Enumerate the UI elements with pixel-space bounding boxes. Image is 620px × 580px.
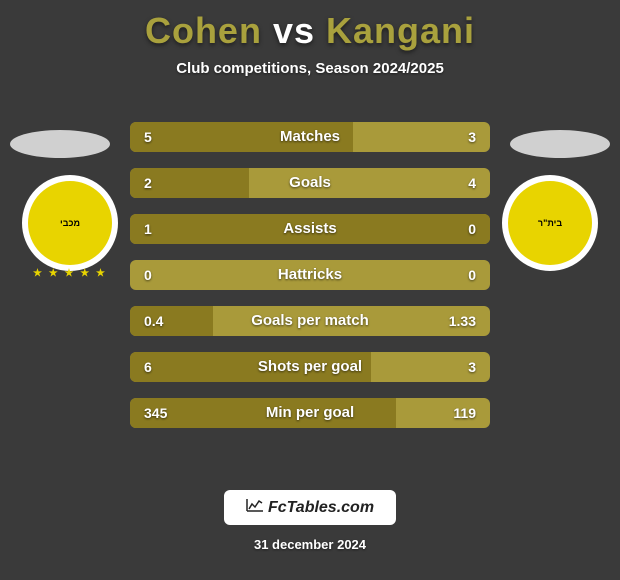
stat-bar: 6Shots per goal3 [130,352,490,382]
stat-bar: 1Assists0 [130,214,490,244]
logo-text: FcTables.com [268,499,374,516]
badge-text-right: בית"ר [538,218,562,228]
subtitle: Club competitions, Season 2024/2025 [0,60,620,77]
stat-value-right: 119 [453,398,476,428]
stat-bar: 0Hattricks0 [130,260,490,290]
footer: FcTables.com [0,490,620,525]
stat-value-right: 0 [468,214,476,244]
stat-label: Min per goal [130,398,490,428]
stat-label: Matches [130,122,490,152]
player1-name: Cohen [145,10,262,51]
stat-value-right: 3 [468,352,476,382]
stat-label: Goals per match [130,306,490,336]
logo-box[interactable]: FcTables.com [224,490,396,525]
stat-bars: 5Matches32Goals41Assists00Hattricks00.4G… [130,122,490,444]
stat-value-right: 3 [468,122,476,152]
badge-circle-left: מכבי ★ ★ ★ ★ ★ [22,175,118,271]
stat-value-right: 1.33 [449,306,476,336]
stat-bar: 0.4Goals per match1.33 [130,306,490,336]
stat-bar: 5Matches3 [130,122,490,152]
page-title: Cohen vs Kangani [0,10,620,52]
date-text: 31 december 2024 [0,537,620,552]
stat-label: Shots per goal [130,352,490,382]
badge-circle-right: בית"ר [502,175,598,271]
badge-stars-left: ★ ★ ★ ★ ★ [33,268,107,279]
stat-value-right: 4 [468,168,476,198]
stat-label: Hattricks [130,260,490,290]
badge-text-left: מכבי [60,218,80,228]
platform-left [10,130,110,158]
team-badge-left: מכבי ★ ★ ★ ★ ★ [22,175,118,271]
stat-bar: 345Min per goal119 [130,398,490,428]
player2-name: Kangani [326,10,475,51]
stat-value-right: 0 [468,260,476,290]
stat-bar: 2Goals4 [130,168,490,198]
header: Cohen vs Kangani Club competitions, Seas… [0,0,620,77]
platform-right [510,130,610,158]
chart-icon [246,498,264,517]
stat-label: Assists [130,214,490,244]
team-badge-right: בית"ר [502,175,598,271]
vs-text: vs [273,10,315,51]
stat-label: Goals [130,168,490,198]
